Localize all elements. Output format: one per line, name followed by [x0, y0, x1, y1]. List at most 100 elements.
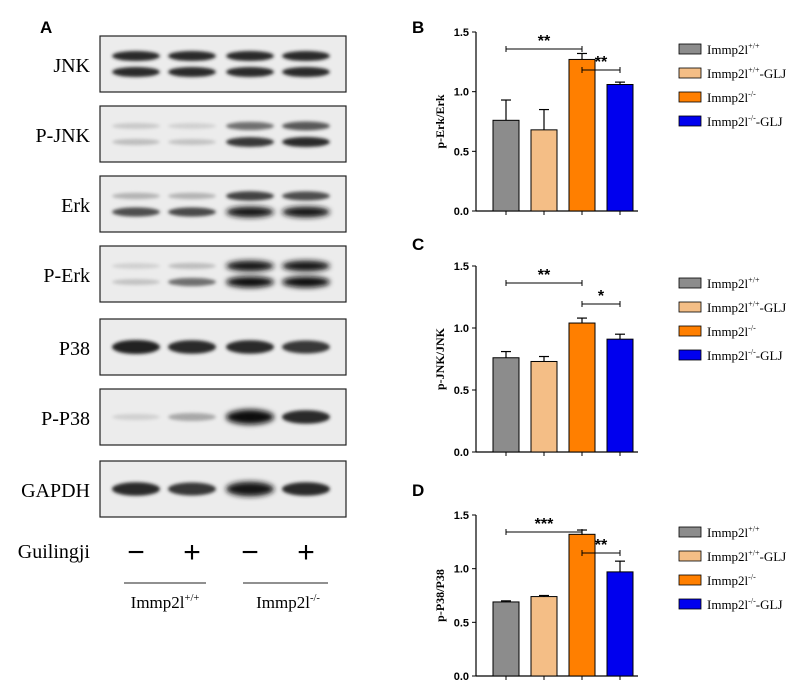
blot-band [282, 260, 330, 272]
blot-band [226, 340, 274, 354]
legend-label: Immp2l-/- [707, 324, 756, 339]
blot-band [226, 260, 274, 272]
legend-label: Immp2l+/+-GLJ [707, 549, 786, 564]
bar [492, 357, 520, 453]
blot-band [168, 138, 216, 146]
blot-band [226, 481, 274, 497]
legend-label: Immp2l+/+ [707, 276, 760, 291]
treatment-mark: − [127, 536, 145, 569]
y-tick-label: 0.0 [454, 671, 469, 683]
blot-row-p-jnk: P-JNK [36, 105, 347, 163]
treatment-mark: + [183, 536, 201, 569]
panel-label-d: D [412, 481, 424, 500]
blot-band [282, 482, 330, 496]
significance-label: *** [535, 516, 554, 533]
significance-label: * [598, 288, 605, 305]
legend-label: Immp2l-/- [707, 90, 756, 105]
chart-c: 0.00.51.01.5p-JNK/JNK***Immp2l+/+Immp2l+… [433, 261, 786, 459]
blot-band [282, 206, 330, 218]
bar-charts: 0.00.51.01.5p-Erk/Erk****Immp2l+/+Immp2l… [433, 27, 786, 683]
bar [530, 596, 558, 677]
y-tick-label: 1.5 [454, 27, 469, 39]
blot-band [168, 277, 216, 287]
y-tick-label: 1.0 [454, 323, 469, 335]
blot-label-jnk: JNK [53, 55, 90, 77]
panel-label-b: B [412, 18, 424, 37]
blot-label-gapdh: GAPDH [21, 480, 90, 502]
legend-swatch [678, 349, 702, 361]
legend-label: Immp2l+/+-GLJ [707, 300, 786, 315]
treatment-label: Guilingji [18, 541, 91, 563]
blot-band [112, 123, 160, 129]
blot-row-jnk: JNK [53, 35, 347, 93]
blot-row-p38: P38 [59, 318, 347, 376]
blot-band [168, 66, 216, 78]
legend-swatch [678, 67, 702, 79]
bar [492, 601, 520, 677]
blot-band [282, 340, 330, 354]
legend-label: Immp2l+/+ [707, 42, 760, 57]
legend-swatch [678, 598, 702, 610]
blot-band [112, 278, 160, 286]
treatment-mark: + [297, 536, 315, 569]
blot-band [168, 50, 216, 62]
blot-band [168, 482, 216, 496]
legend-swatch [678, 526, 702, 538]
bar [530, 129, 558, 212]
blot-band [282, 410, 330, 424]
y-tick-label: 0.5 [454, 146, 469, 158]
blot-membrane [99, 245, 347, 303]
blot-band [168, 207, 216, 217]
y-axis-label: p-JNK/JNK [433, 327, 447, 390]
legend-label: Immp2l-/- [707, 573, 756, 588]
bar [530, 360, 558, 453]
y-axis-label: p-P38/P38 [433, 569, 447, 622]
legend-swatch [678, 277, 702, 289]
blot-band [168, 262, 216, 270]
bar [606, 571, 634, 677]
blot-band [226, 276, 274, 288]
bar [568, 58, 596, 212]
y-tick-label: 1.5 [454, 261, 469, 273]
legend-swatch [678, 301, 702, 313]
group-label: Immp2l+/+ [131, 593, 200, 612]
legend-swatch [678, 43, 702, 55]
blot-label-p38: P38 [59, 338, 90, 360]
blot-membrane [99, 105, 347, 163]
blot-band [112, 138, 160, 146]
blot-label-p-jnk: P-JNK [36, 125, 91, 147]
legend-label: Immp2l+/+-GLJ [707, 66, 786, 81]
significance-label: ** [595, 54, 608, 71]
blot-label-p-p38: P-P38 [41, 408, 90, 430]
blot-membrane [99, 175, 347, 233]
y-tick-label: 1.0 [454, 564, 469, 576]
treatment-mark: − [241, 536, 259, 569]
significance-label: ** [595, 537, 608, 554]
blot-band [168, 413, 216, 421]
y-tick-label: 0.0 [454, 447, 469, 459]
legend-swatch [678, 574, 702, 586]
blot-band [226, 50, 274, 62]
panel-label-c: C [412, 235, 424, 254]
blot-band [282, 121, 330, 131]
blot-band [112, 482, 160, 496]
legend-swatch [678, 91, 702, 103]
legend-swatch [678, 325, 702, 337]
y-tick-label: 0.5 [454, 617, 469, 629]
significance-label: ** [538, 33, 551, 50]
blot-band [112, 413, 160, 421]
chart-d: 0.00.51.01.5p-P38/P38*****Immp2l+/+Immp2… [433, 510, 786, 683]
blot-row-gapdh: GAPDH [21, 460, 347, 518]
blot-band [226, 66, 274, 78]
blot-band [226, 121, 274, 131]
legend-swatch [678, 550, 702, 562]
blot-band [112, 66, 160, 78]
bar [568, 322, 596, 453]
chart-b: 0.0 0.5 1.0 1.5 p-Erk/Erk ** ** Immp2l+/+ Immp2l… [433, 27, 786, 218]
blot-band [282, 276, 330, 288]
group-label: Immp2l-/- [256, 593, 320, 612]
blot-band [168, 340, 216, 354]
bar [492, 119, 520, 212]
blot-label-p-erk: P-Erk [43, 265, 90, 287]
